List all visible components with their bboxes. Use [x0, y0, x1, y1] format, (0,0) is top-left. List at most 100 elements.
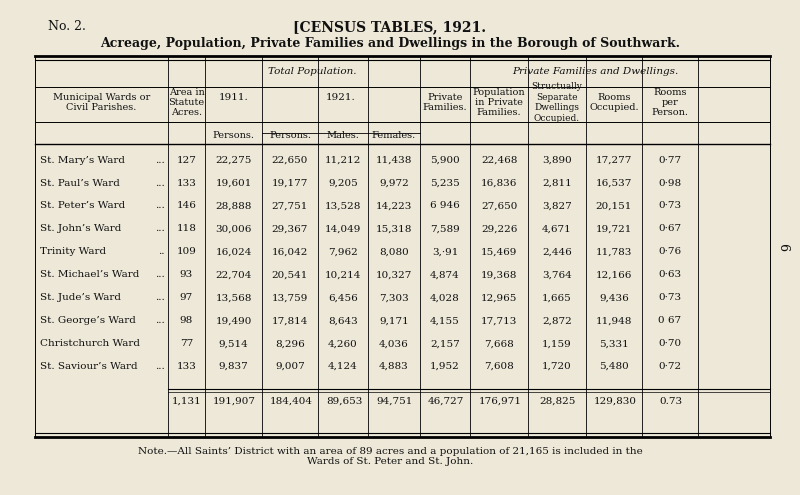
- Text: 11,438: 11,438: [376, 155, 412, 164]
- Text: Christchurch Ward: Christchurch Ward: [40, 339, 140, 348]
- Text: Persons.: Persons.: [269, 132, 311, 141]
- Text: 1,952: 1,952: [430, 362, 460, 371]
- Text: 1,665: 1,665: [542, 293, 572, 302]
- Text: 1,159: 1,159: [542, 339, 572, 348]
- Text: 2,157: 2,157: [430, 339, 460, 348]
- Text: ..: ..: [158, 248, 165, 256]
- Text: 0·70: 0·70: [658, 339, 682, 348]
- Text: 46,727: 46,727: [428, 396, 464, 405]
- Text: 17,277: 17,277: [596, 155, 632, 164]
- Text: Females.: Females.: [372, 132, 416, 141]
- Text: 0·77: 0·77: [658, 155, 682, 164]
- Text: Population
in Private
Families.: Population in Private Families.: [473, 88, 526, 117]
- Text: 133: 133: [177, 362, 197, 371]
- Text: 27,650: 27,650: [481, 201, 517, 210]
- Text: 4,155: 4,155: [430, 316, 460, 325]
- Text: 4,671: 4,671: [542, 224, 572, 234]
- Text: Rooms
Occupied.: Rooms Occupied.: [589, 93, 639, 112]
- Text: 12,965: 12,965: [481, 293, 517, 302]
- Text: Total Population.: Total Population.: [268, 67, 357, 77]
- Text: 22,650: 22,650: [272, 155, 308, 164]
- Text: 5,480: 5,480: [599, 362, 629, 371]
- Text: 19,177: 19,177: [272, 179, 308, 188]
- Text: St. Mary’s Ward: St. Mary’s Ward: [40, 155, 125, 164]
- Text: 9,837: 9,837: [218, 362, 248, 371]
- Text: 0·73: 0·73: [658, 293, 682, 302]
- Text: St. Peter’s Ward: St. Peter’s Ward: [40, 201, 126, 210]
- Text: ...: ...: [155, 316, 165, 325]
- Text: 19,721: 19,721: [596, 224, 632, 234]
- Text: 7,303: 7,303: [379, 293, 409, 302]
- Text: 98: 98: [180, 316, 193, 325]
- Text: 10,327: 10,327: [376, 270, 412, 279]
- Text: 15,318: 15,318: [376, 224, 412, 234]
- Text: 9: 9: [782, 243, 794, 251]
- Text: 3,890: 3,890: [542, 155, 572, 164]
- Text: ...: ...: [155, 293, 165, 302]
- Text: St. Paul’s Ward: St. Paul’s Ward: [40, 179, 120, 188]
- Text: 1,720: 1,720: [542, 362, 572, 371]
- Text: 9,007: 9,007: [275, 362, 305, 371]
- Text: 191,907: 191,907: [213, 396, 256, 405]
- Text: ...: ...: [155, 362, 165, 371]
- Text: Trinity Ward: Trinity Ward: [40, 248, 106, 256]
- Text: 5,900: 5,900: [430, 155, 460, 164]
- Text: 0·73: 0·73: [658, 201, 682, 210]
- Text: 0·63: 0·63: [658, 270, 682, 279]
- Text: 28,825: 28,825: [540, 396, 576, 405]
- Text: Private Families and Dwellings.: Private Families and Dwellings.: [512, 67, 678, 77]
- Text: 22,704: 22,704: [215, 270, 252, 279]
- Text: 14,049: 14,049: [325, 224, 361, 234]
- Text: Rooms
per
Person.: Rooms per Person.: [651, 88, 689, 117]
- Text: 11,948: 11,948: [596, 316, 632, 325]
- Text: 11,783: 11,783: [596, 248, 632, 256]
- Text: 9,436: 9,436: [599, 293, 629, 302]
- Text: 9,514: 9,514: [218, 339, 248, 348]
- Text: 0·76: 0·76: [658, 248, 682, 256]
- Text: 10,214: 10,214: [325, 270, 361, 279]
- Text: 11,212: 11,212: [325, 155, 361, 164]
- Text: 27,751: 27,751: [272, 201, 308, 210]
- Text: 3,764: 3,764: [542, 270, 572, 279]
- Text: 127: 127: [177, 155, 197, 164]
- Text: 19,601: 19,601: [215, 179, 252, 188]
- Text: 0·72: 0·72: [658, 362, 682, 371]
- Text: 15,469: 15,469: [481, 248, 517, 256]
- Text: 2,872: 2,872: [542, 316, 572, 325]
- Text: 7,668: 7,668: [484, 339, 514, 348]
- Text: 17,814: 17,814: [272, 316, 308, 325]
- Text: 4,036: 4,036: [379, 339, 409, 348]
- Text: Private
Families.: Private Families.: [422, 93, 467, 112]
- Text: 5,235: 5,235: [430, 179, 460, 188]
- Text: 0 67: 0 67: [658, 316, 682, 325]
- Text: 176,971: 176,971: [478, 396, 522, 405]
- Text: 89,653: 89,653: [326, 396, 362, 405]
- Text: 16,042: 16,042: [272, 248, 308, 256]
- Text: St. Michael’s Ward: St. Michael’s Ward: [40, 270, 139, 279]
- Text: 4,260: 4,260: [328, 339, 358, 348]
- Text: 0·67: 0·67: [658, 224, 682, 234]
- Text: 97: 97: [180, 293, 193, 302]
- Text: Structually
Separate
Dwellings
Occupied.: Structually Separate Dwellings Occupied.: [531, 82, 582, 123]
- Text: 4,028: 4,028: [430, 293, 460, 302]
- Text: 146: 146: [177, 201, 197, 210]
- Text: Wards of St. Peter and St. John.: Wards of St. Peter and St. John.: [307, 457, 473, 466]
- Text: 19,368: 19,368: [481, 270, 517, 279]
- Text: 6,456: 6,456: [328, 293, 358, 302]
- Text: 16,836: 16,836: [481, 179, 517, 188]
- Text: 13,759: 13,759: [272, 293, 308, 302]
- Text: 14,223: 14,223: [376, 201, 412, 210]
- Text: 7,589: 7,589: [430, 224, 460, 234]
- Text: 6 946: 6 946: [430, 201, 460, 210]
- Text: ...: ...: [155, 201, 165, 210]
- Text: 109: 109: [177, 248, 197, 256]
- Text: 29,367: 29,367: [272, 224, 308, 234]
- Text: Area in
Statute
Acres.: Area in Statute Acres.: [169, 88, 205, 117]
- Text: St. John’s Ward: St. John’s Ward: [40, 224, 122, 234]
- Text: 0·98: 0·98: [658, 179, 682, 188]
- Text: 7,608: 7,608: [484, 362, 514, 371]
- Text: [CENSUS TABLES, 1921.: [CENSUS TABLES, 1921.: [294, 20, 486, 34]
- Text: 9,171: 9,171: [379, 316, 409, 325]
- Text: Note.—All Saints’ District with an area of 89 acres and a population of 21,165 i: Note.—All Saints’ District with an area …: [138, 446, 642, 455]
- Text: 22,275: 22,275: [215, 155, 252, 164]
